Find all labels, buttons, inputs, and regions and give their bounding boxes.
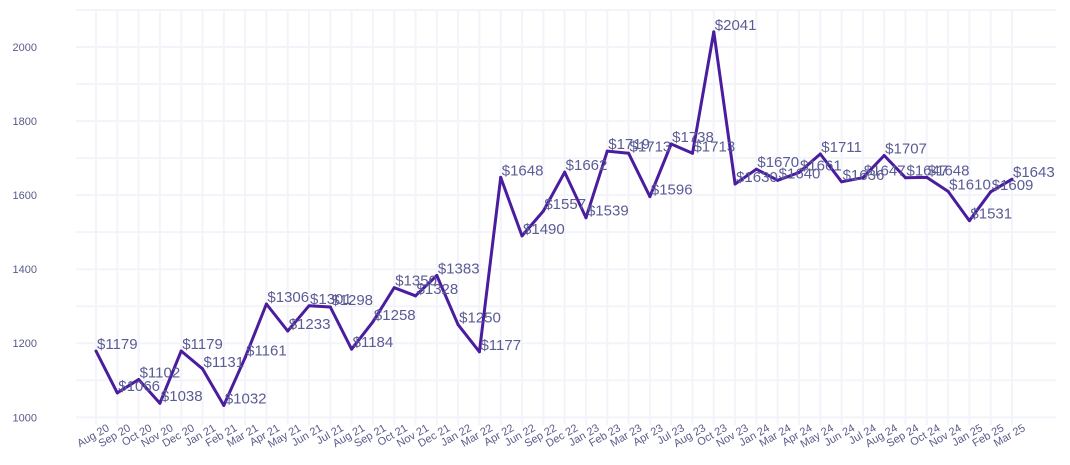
data-point — [435, 273, 439, 277]
data-point — [222, 403, 226, 407]
y-tick-label: 2000 — [13, 42, 37, 54]
data-point — [307, 304, 311, 308]
data-point — [754, 167, 758, 171]
data-label: $1713 — [693, 138, 735, 155]
data-point — [264, 302, 268, 306]
data-label: $1350 — [395, 273, 437, 290]
data-point — [499, 175, 503, 179]
data-label: $1306 — [267, 289, 309, 306]
data-point — [776, 178, 780, 182]
data-point — [414, 294, 418, 298]
data-label: $1131 — [204, 354, 245, 371]
data-point — [690, 151, 694, 155]
data-point — [137, 378, 141, 382]
data-label: $1630 — [736, 169, 778, 186]
data-label: $1298 — [331, 292, 373, 309]
data-label: $1557 — [544, 196, 586, 213]
data-label: $1661 — [800, 158, 842, 175]
data-label: $1328 — [417, 281, 459, 298]
y-tick-label: 1200 — [13, 338, 37, 350]
data-point — [712, 30, 716, 34]
data-labels: $1179$1066$1102$1038$1179$1131$1032$1161… — [94, 17, 1055, 407]
data-point — [627, 151, 631, 155]
data-label: $1250 — [459, 310, 501, 327]
data-label: $1383 — [438, 260, 480, 277]
data-point — [967, 219, 971, 223]
data-point — [286, 329, 290, 333]
data-point — [840, 180, 844, 184]
data-label: $1707 — [885, 141, 927, 158]
data-point — [350, 347, 354, 351]
data-point — [563, 170, 567, 174]
data-label: $1648 — [928, 162, 970, 179]
data-label: $1670 — [757, 154, 799, 171]
series-line — [94, 30, 1013, 407]
data-label: $1233 — [289, 316, 331, 333]
data-point — [243, 356, 247, 360]
data-point — [94, 349, 98, 353]
data-label: $1102 — [140, 365, 181, 382]
data-point — [158, 401, 162, 405]
data-point — [903, 176, 907, 180]
data-point — [989, 190, 993, 194]
data-label: $1539 — [587, 203, 629, 220]
grid — [76, 9, 1056, 425]
data-label: $1301 — [310, 291, 352, 308]
data-point — [584, 216, 588, 220]
data-label: $1719 — [608, 136, 650, 153]
data-point — [201, 367, 205, 371]
data-label: $1738 — [672, 129, 714, 146]
data-label: $1648 — [502, 162, 544, 179]
data-label: $1179 — [97, 336, 138, 353]
data-point — [477, 350, 481, 354]
data-label: $1636 — [843, 167, 885, 184]
data-point — [797, 171, 801, 175]
data-label: $1032 — [225, 390, 267, 407]
y-tick-label: 1800 — [13, 116, 37, 128]
data-label: $1647 — [864, 163, 906, 180]
data-point — [818, 152, 822, 156]
data-label: $1184 — [353, 334, 394, 351]
data-point — [1010, 177, 1014, 181]
data-label: $1177 — [480, 337, 521, 354]
y-tick-label: 1000 — [13, 412, 37, 424]
data-point — [392, 286, 396, 290]
data-point — [669, 142, 673, 146]
data-point — [520, 234, 524, 238]
data-point — [648, 195, 652, 199]
y-tick-label: 1400 — [13, 264, 37, 276]
data-point — [456, 323, 460, 327]
data-point — [946, 189, 950, 193]
data-label: $2041 — [715, 17, 757, 34]
y-axis: 1000 1200 1400 1600 1800 2000 — [13, 42, 37, 424]
data-label: $1596 — [651, 182, 693, 199]
y-tick-label: 1600 — [13, 190, 37, 202]
data-point — [371, 320, 375, 324]
data-label: $1713 — [630, 138, 672, 155]
data-label: $1531 — [970, 206, 1012, 223]
data-point — [115, 391, 119, 395]
data-point — [925, 175, 929, 179]
data-label: $1647 — [906, 163, 948, 180]
data-label: $1609 — [992, 177, 1034, 194]
data-point — [733, 182, 737, 186]
data-label: $1662 — [566, 157, 608, 174]
data-point — [179, 349, 183, 353]
data-point — [605, 149, 609, 153]
data-label: $1066 — [118, 378, 160, 395]
data-point — [861, 176, 865, 180]
data-label: $1038 — [161, 388, 203, 405]
data-label: $1490 — [523, 221, 565, 238]
data-point — [882, 154, 886, 158]
data-label: $1610 — [949, 176, 991, 193]
data-label: $1161 — [246, 343, 287, 360]
data-label: $1643 — [1013, 164, 1055, 181]
data-label: $1179 — [182, 336, 223, 353]
data-label: $1258 — [374, 307, 416, 324]
data-label: $1711 — [821, 139, 862, 156]
data-point — [541, 209, 545, 213]
data-point — [328, 305, 332, 309]
